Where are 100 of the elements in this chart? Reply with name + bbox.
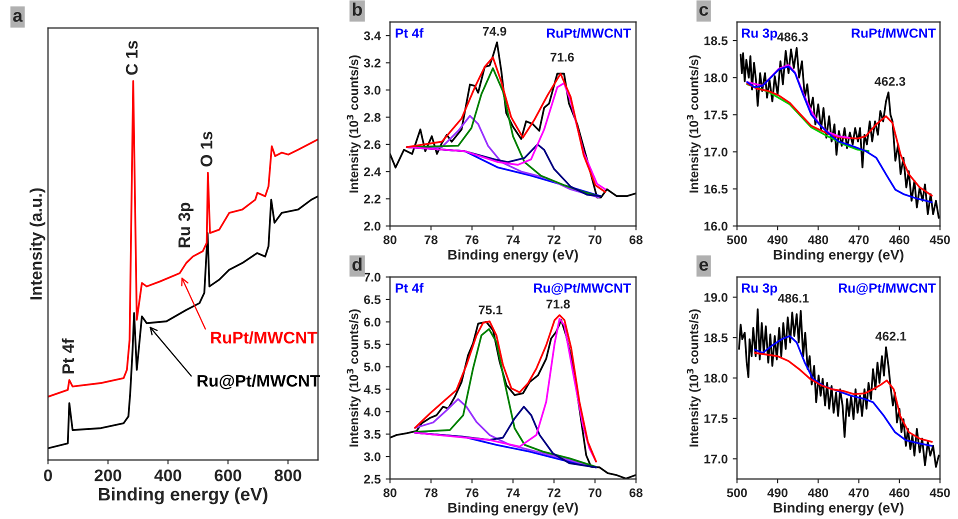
annotation: RuPt/MWCNT (852, 28, 936, 38)
chart-title: a (13, 12, 23, 22)
line-series (746, 83, 870, 152)
annotation: Ru 3p (178, 202, 194, 248)
annotation: 486.3 (777, 32, 808, 42)
x-tick-label: 72 (548, 488, 560, 498)
x-tick-label: 74 (506, 488, 520, 498)
y-tick-label: 16.5 (704, 184, 728, 194)
annotation: 75.1 (478, 306, 502, 314)
y-tick-label: 6.0 (364, 318, 380, 327)
annotation: Pt 4f (396, 283, 424, 293)
y-tick-label: 18.0 (704, 73, 728, 82)
y-tick-label: 16.0 (704, 222, 728, 231)
line-series (746, 64, 850, 139)
line-series (754, 352, 933, 443)
x-tick-label: 490 (767, 488, 788, 498)
y-tick-label: 17.0 (704, 454, 728, 464)
y-tick-label: 2.5 (364, 474, 381, 484)
x-tick-label: 80 (383, 488, 396, 498)
y-tick-label: 5.0 (364, 362, 380, 372)
x-tick-label: 470 (848, 488, 869, 498)
y-axis-title: Intensity (10$^{3}$ counts/s) (346, 309, 361, 446)
x-tick-label: 76 (466, 235, 478, 244)
annotation: C 1s (126, 40, 138, 75)
annotation: 74.9 (482, 26, 506, 36)
chart-title: b (352, 2, 362, 16)
y-tick-label: 2.8 (364, 113, 381, 122)
y-tick-label: 18.5 (704, 36, 728, 46)
x-tick-label: 68 (630, 488, 643, 498)
annotation: 462.1 (875, 332, 906, 341)
y-tick-label: 18.5 (704, 333, 728, 342)
y-tick-label: 3.0 (364, 86, 380, 95)
y-tick-label: 2.0 (364, 222, 380, 231)
y-tick-label: 4.5 (364, 385, 381, 394)
y-tick-label: 3.4 (364, 31, 381, 40)
annotation: Ru@Pt/MWCNT (534, 283, 631, 295)
x-tick-label: 450 (930, 488, 950, 498)
y-tick-label: 18.0 (704, 374, 728, 383)
x-tick-label: 490 (767, 235, 788, 244)
x-tick-label: 400 (154, 469, 182, 482)
y-axis-title: Intensity (10$^{3}$ counts/s) (686, 55, 701, 192)
y-tick-label: 4.0 (364, 407, 380, 416)
y-tick-label: 3.2 (364, 58, 380, 68)
annotation: Ru 3p (742, 28, 778, 40)
y-tick-label: 6.5 (364, 295, 381, 304)
line-series (738, 308, 940, 468)
chart-title: c (699, 6, 708, 16)
text: RuPt/MWCNT (211, 331, 318, 344)
y-tick-label: 17.5 (704, 414, 728, 424)
x-tick-label: 600 (214, 469, 242, 482)
annotation: Ru@Pt/MWCNT (838, 283, 936, 295)
line-series (740, 47, 940, 219)
annotation: O 1s (200, 132, 212, 167)
annotation: 462.3 (874, 76, 906, 86)
x-tick-label: 78 (424, 235, 438, 244)
annotation: 71.6 (550, 52, 574, 62)
x-axis-title: Binding energy (eV) (774, 502, 904, 516)
y-tick-label: 5.5 (364, 340, 381, 349)
x-tick-label: 0 (44, 469, 52, 482)
line-series (406, 82, 606, 190)
annotation: 486.1 (778, 294, 809, 303)
x-tick-label: 460 (889, 488, 910, 498)
y-axis-title: Intensity (10$^{3}$ counts/s) (346, 55, 361, 192)
y-tick-label: 3.5 (364, 430, 381, 439)
x-axis-title: Binding energy (eV) (448, 249, 578, 262)
y-tick-label: 7.0 (364, 272, 380, 282)
annotation: Pt 4f (62, 338, 74, 374)
x-tick-label: 80 (383, 235, 396, 244)
x-tick-label: 78 (424, 488, 438, 498)
x-tick-label: 500 (726, 488, 747, 498)
y-tick-label: 2.2 (364, 194, 380, 204)
y-tick-label: 2.6 (364, 140, 381, 150)
annotation: Ru 3p (742, 283, 778, 296)
x-tick-label: 470 (848, 235, 869, 244)
y-tick-label: 17.0 (704, 148, 728, 156)
y-tick-label: 17.5 (704, 110, 728, 120)
x-tick-label: 200 (94, 469, 122, 482)
x-tick-label: 70 (588, 235, 602, 244)
y-axis-title: Intensity (a.u.) (30, 188, 46, 300)
annotation: Pt 4f (396, 28, 424, 38)
y-tick-label: 19.0 (704, 293, 728, 302)
x-axis-title: Binding energy (eV) (774, 249, 904, 262)
x-tick-label: 500 (726, 235, 747, 244)
x-tick-label: 460 (889, 235, 910, 244)
chart-title: e (699, 260, 708, 271)
y-axis-title: Intensity (10$^{3}$ counts/s) (686, 309, 701, 446)
y-tick-label: 3.0 (364, 452, 380, 462)
x-tick-label: 480 (808, 235, 828, 244)
line-series (746, 66, 933, 204)
y-tick-label: 2.4 (364, 167, 381, 176)
annotation: RuPt/MWCNT (546, 28, 631, 38)
x-tick-label: 70 (588, 488, 602, 498)
x-tick-label: 68 (630, 235, 643, 244)
x-tick-label: 800 (274, 469, 302, 482)
x-tick-label: 450 (930, 235, 950, 244)
line-series (390, 41, 636, 198)
chart-title: d (352, 258, 362, 271)
x-tick-label: 74 (506, 235, 520, 244)
annotation: 71.8 (546, 300, 570, 309)
x-axis-title: Binding energy (eV) (98, 487, 268, 504)
